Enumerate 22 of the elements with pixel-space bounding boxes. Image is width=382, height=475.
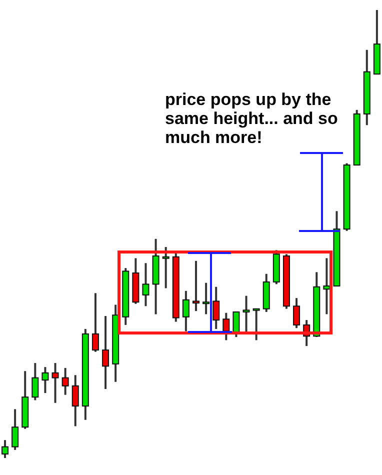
candlestick [232, 310, 240, 338]
candlestick [102, 314, 110, 390]
candlestick [2, 439, 8, 458]
candlestick [142, 262, 150, 308]
candlestick [222, 312, 230, 342]
candlestick [293, 297, 300, 330]
candlestick [72, 374, 79, 428]
candlestick [12, 408, 19, 451]
candlestick [42, 366, 49, 394]
candlestick [62, 366, 69, 396]
candlestick [92, 292, 99, 353]
candlestick [52, 362, 59, 404]
candlestick [202, 282, 210, 316]
candlestick [162, 246, 170, 290]
candlestick [323, 257, 330, 316]
candlestick [32, 362, 39, 402]
candlestick [252, 308, 260, 342]
candlestick [192, 260, 200, 312]
candlestick [182, 290, 190, 332]
candlestick [242, 294, 250, 334]
annotation: price pops up by the same height... and so much more! [165, 90, 339, 147]
candlestick [212, 286, 220, 330]
